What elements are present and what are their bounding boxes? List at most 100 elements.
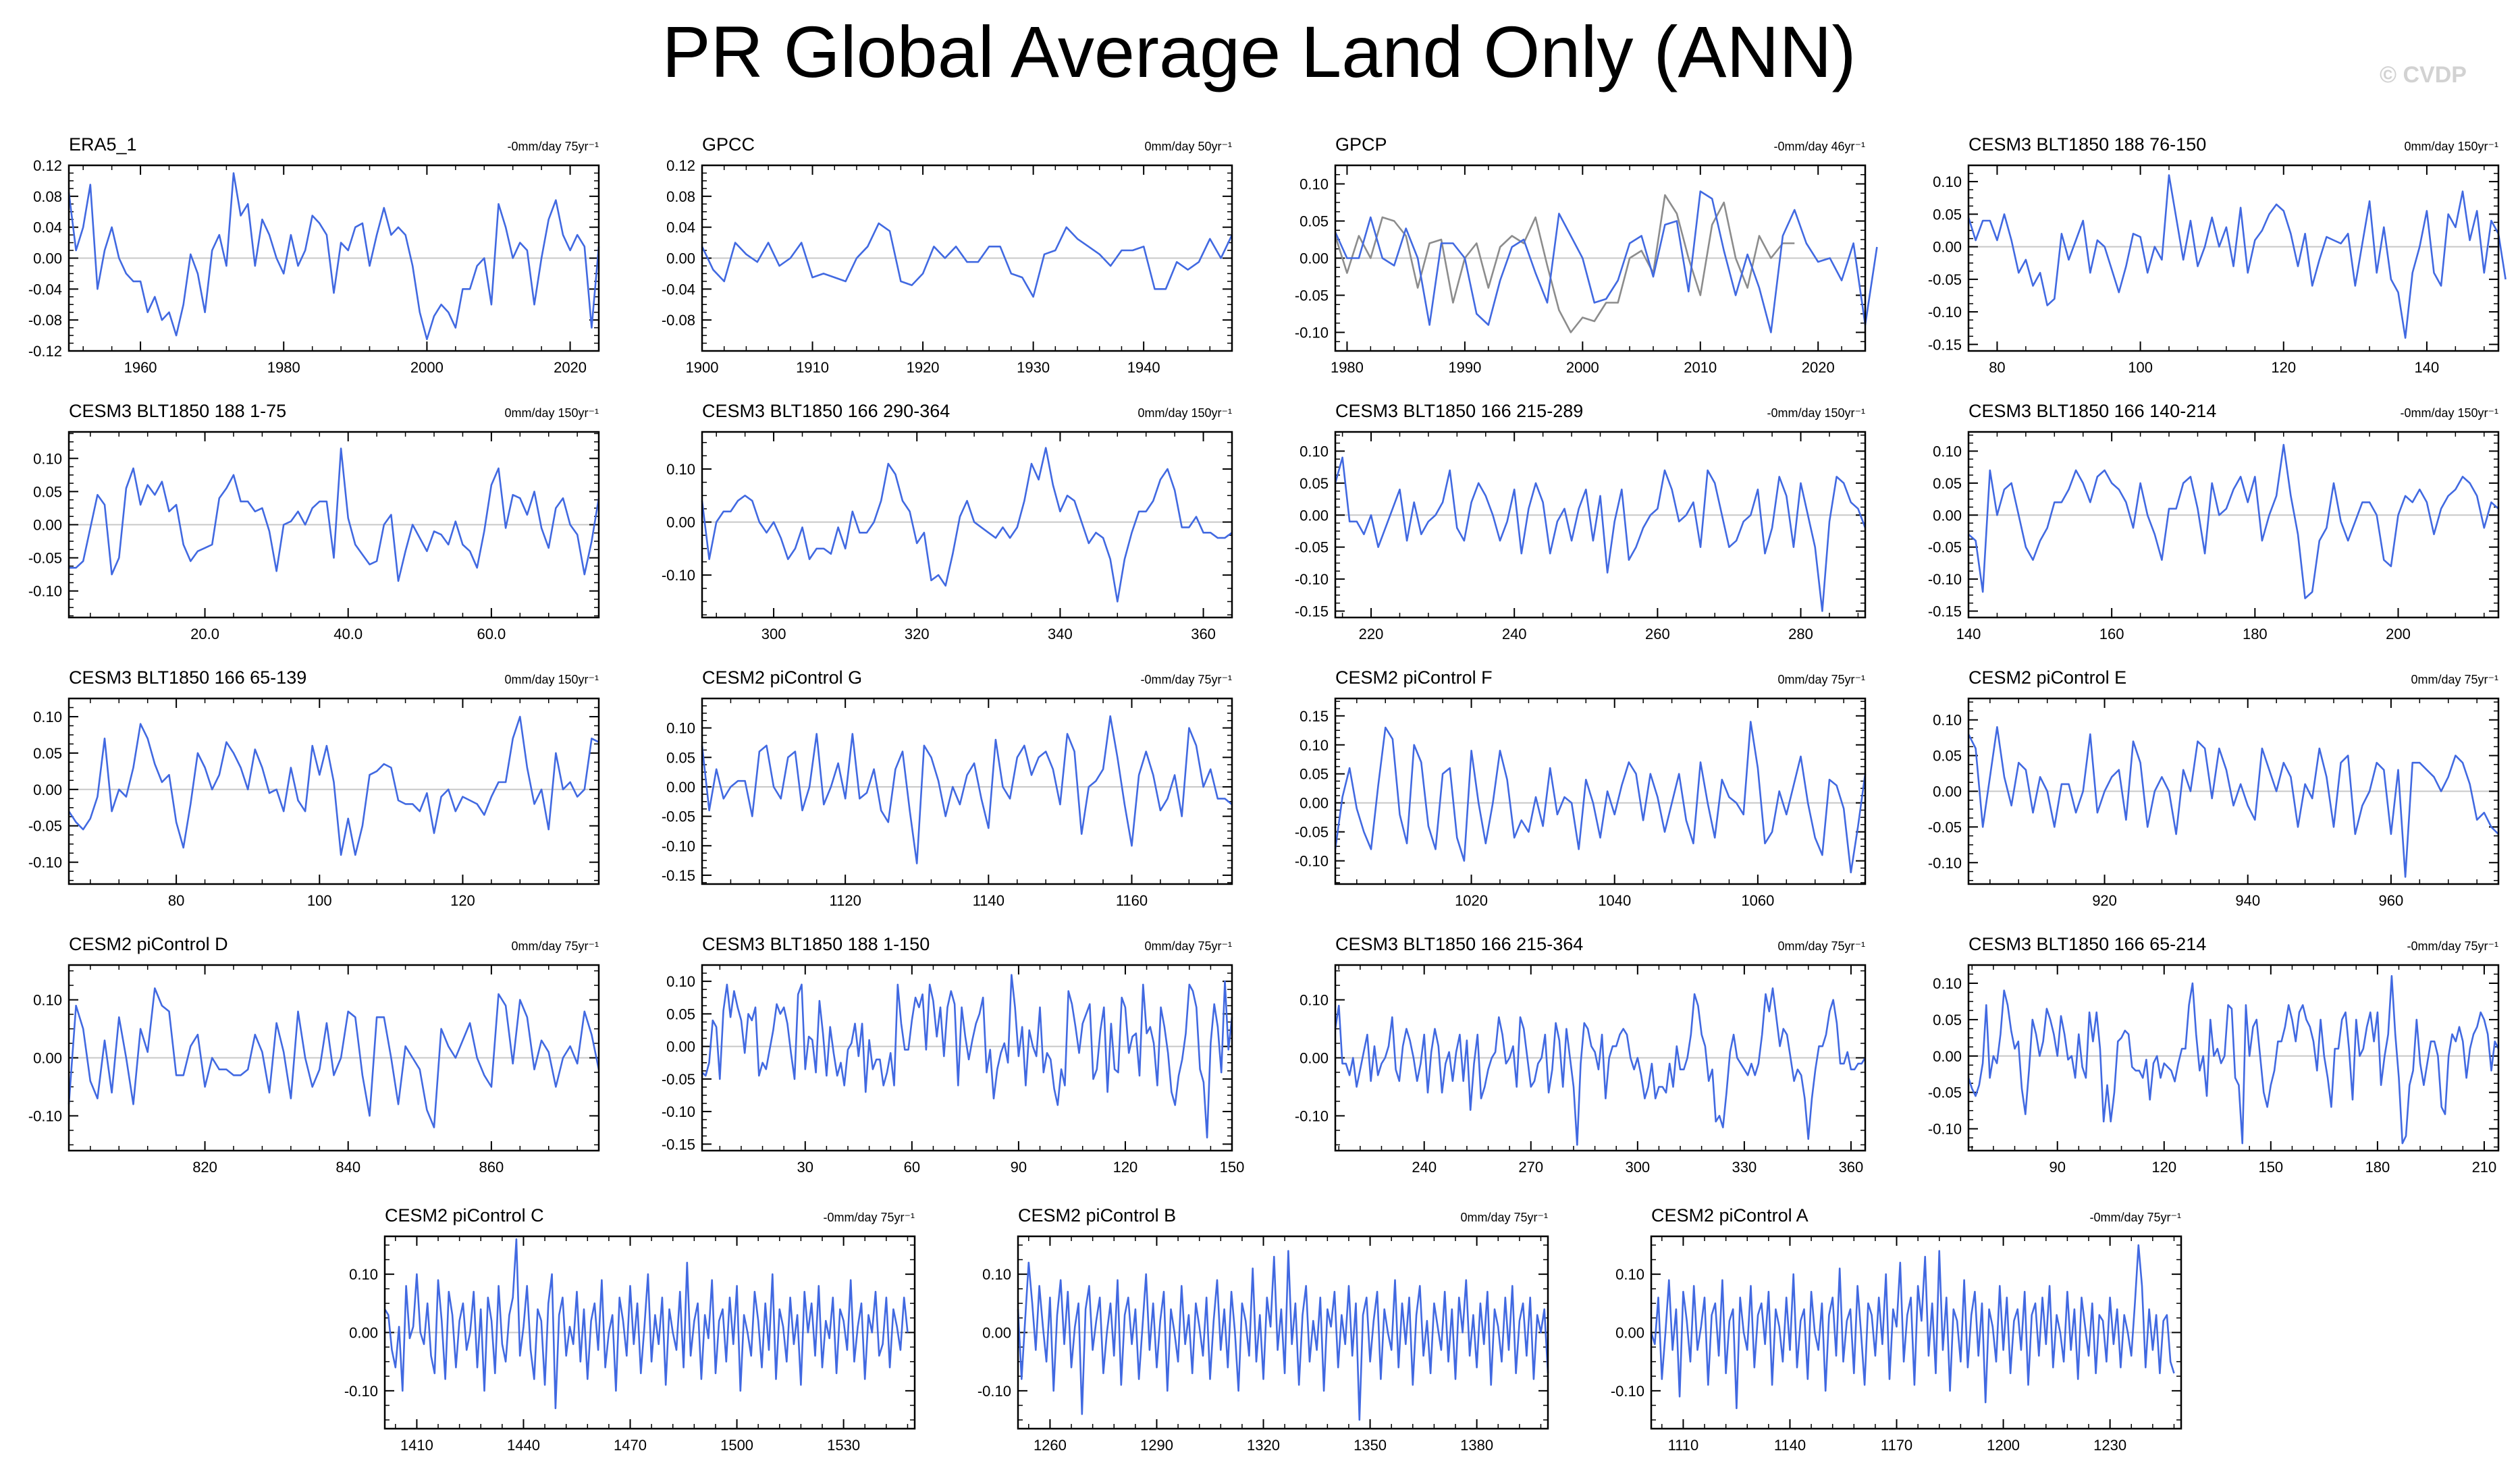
y-tick-label: 0.00 — [982, 1325, 1011, 1342]
x-tick-label: 1020 — [1455, 892, 1488, 909]
x-tick-label: 100 — [2128, 359, 2153, 376]
trend-label: 0mm/day 150yr⁻¹ — [2404, 140, 2498, 153]
trend-label: 0mm/day 150yr⁻¹ — [504, 673, 599, 686]
x-tick-label: 1040 — [1598, 892, 1631, 909]
panel-cesm2-picontrol-g: CESM2 piControl G -0mm/day 75yr⁻¹ -0.15 -0.… — [662, 667, 1233, 909]
y-tick-label: -0.05 — [662, 1071, 695, 1088]
y-tick-label: 0.00 — [1300, 795, 1329, 812]
x-tick-label: 2000 — [410, 359, 444, 376]
y-tick-label: 0.05 — [1933, 1012, 1962, 1028]
panel-title: CESM3 BLT1850 166 290-364 — [702, 401, 950, 421]
x-tick-label: 320 — [905, 626, 930, 642]
series-line — [1968, 443, 2499, 599]
panel-cesm3-blt1850-188-1-150: CESM3 BLT1850 188 1-150 0mm/day 75yr⁻¹ -0.… — [662, 934, 1245, 1176]
plot-frame — [1334, 164, 1867, 352]
x-tick-label: 90 — [2049, 1159, 2065, 1176]
trend-label: 0mm/day 50yr⁻¹ — [1144, 140, 1232, 153]
y-tick-label: 0.10 — [1300, 443, 1329, 460]
x-tick-label: 840 — [336, 1159, 360, 1176]
trend-label: 0mm/day 150yr⁻¹ — [504, 406, 599, 420]
y-tick-label: 0.10 — [33, 450, 62, 467]
series-line — [1967, 174, 2507, 339]
trend-label: -0mm/day 75yr⁻¹ — [2089, 1211, 2181, 1224]
y-tick-label: -0.10 — [1295, 1107, 1329, 1124]
x-tick-label: 60.0 — [477, 626, 506, 642]
y-tick-label: -0.15 — [1295, 603, 1329, 620]
panel-cesm3-blt1850-166-140-214: CESM3 BLT1850 166 140-214 -0mm/day 150yr⁻… — [1928, 401, 2500, 642]
y-tick-label: -0.05 — [1928, 271, 1962, 288]
x-tick-label: 80 — [1989, 359, 2005, 376]
y-tick-label: -0.05 — [1295, 824, 1329, 841]
panel-cesm3-blt1850-166-65-214: CESM3 BLT1850 166 65-214 -0mm/day 75yr⁻¹ -… — [1928, 934, 2500, 1176]
x-tick-label: 1910 — [796, 359, 829, 376]
x-tick-label: 1350 — [1354, 1437, 1387, 1454]
series-line — [69, 447, 600, 582]
trend-label: 0mm/day 75yr⁻¹ — [1144, 939, 1232, 953]
trend-label: -0mm/day 150yr⁻¹ — [1767, 406, 1865, 420]
panel-title: ERA5_1 — [69, 134, 137, 155]
x-tick-label: 1410 — [400, 1437, 433, 1454]
y-tick-label: -0.10 — [28, 854, 62, 871]
panel-title: CESM3 BLT1850 166 215-364 — [1335, 934, 1583, 954]
y-tick-label: 0.00 — [1615, 1325, 1644, 1342]
y-tick-label: 0.04 — [33, 219, 62, 236]
plot-frame — [1334, 697, 1867, 885]
x-tick-label: 60 — [904, 1159, 920, 1176]
trend-label: 0mm/day 75yr⁻¹ — [1777, 673, 1865, 686]
y-tick-label: -0.10 — [28, 1107, 62, 1124]
y-tick-label: 0.00 — [33, 517, 62, 534]
y-tick-label: 0.10 — [666, 973, 695, 990]
series-line — [1334, 721, 1867, 874]
series-line-2 — [1334, 190, 1878, 333]
x-tick-label: 120 — [1113, 1159, 1138, 1176]
y-tick-label: -0.10 — [1295, 853, 1329, 870]
x-tick-label: 1290 — [1140, 1437, 1173, 1454]
y-tick-label: -0.15 — [1928, 603, 1962, 620]
trend-label: -0mm/day 46yr⁻¹ — [1773, 140, 1865, 153]
y-tick-label: -0.10 — [977, 1383, 1011, 1400]
x-tick-label: 300 — [761, 626, 786, 642]
panel-cesm3-blt1850-188-76-150: CESM3 BLT1850 188 76-150 0mm/day 150yr⁻¹ -… — [1928, 134, 2507, 376]
trend-label: 0mm/day 75yr⁻¹ — [2411, 673, 2498, 686]
page-title: PR Global Average Land Only (ANN) — [662, 11, 1856, 92]
plot-frame — [68, 431, 600, 619]
y-tick-label: -0.10 — [1928, 304, 1962, 321]
x-tick-label: 240 — [1412, 1159, 1437, 1176]
x-tick-label: 330 — [1732, 1159, 1757, 1176]
series-line — [1967, 974, 2500, 1145]
x-tick-label: 820 — [192, 1159, 217, 1176]
y-tick-label: -0.08 — [28, 312, 62, 329]
plot-frame — [1967, 431, 2500, 619]
series-line — [68, 172, 600, 341]
plot-frame — [701, 697, 1233, 885]
x-tick-label: 1530 — [827, 1437, 860, 1454]
x-tick-label: 1920 — [907, 359, 940, 376]
trend-label: -0mm/day 75yr⁻¹ — [1140, 673, 1232, 686]
x-tick-label: 120 — [2151, 1159, 2176, 1176]
x-tick-label: 340 — [1048, 626, 1073, 642]
x-tick-label: 1320 — [1247, 1437, 1280, 1454]
y-tick-label: -0.04 — [662, 281, 695, 298]
series-line-1 — [1334, 194, 1795, 333]
y-tick-label: 0.08 — [666, 188, 695, 205]
trend-label: 0mm/day 150yr⁻¹ — [1137, 406, 1232, 420]
x-tick-label: 150 — [2258, 1159, 2283, 1176]
x-tick-label: 1500 — [720, 1437, 753, 1454]
y-tick-label: 0.08 — [33, 188, 62, 205]
y-tick-label: -0.10 — [28, 583, 62, 600]
x-tick-label: 960 — [2379, 892, 2404, 909]
x-tick-label: 220 — [1359, 626, 1384, 642]
plot-frame — [701, 964, 1233, 1152]
x-tick-label: 1930 — [1017, 359, 1050, 376]
y-tick-label: 0.10 — [349, 1266, 378, 1283]
y-tick-label: -0.05 — [1295, 287, 1329, 304]
panel-title: CESM3 BLT1850 188 1-150 — [702, 934, 930, 954]
y-tick-label: 0.05 — [666, 749, 695, 766]
y-tick-label: 0.04 — [666, 219, 695, 236]
x-tick-label: 1230 — [2093, 1437, 2126, 1454]
y-tick-label: 0.12 — [33, 157, 62, 174]
x-tick-label: 2000 — [1566, 359, 1599, 376]
y-tick-label: 0.15 — [1300, 708, 1329, 725]
y-tick-label: -0.10 — [662, 837, 695, 854]
